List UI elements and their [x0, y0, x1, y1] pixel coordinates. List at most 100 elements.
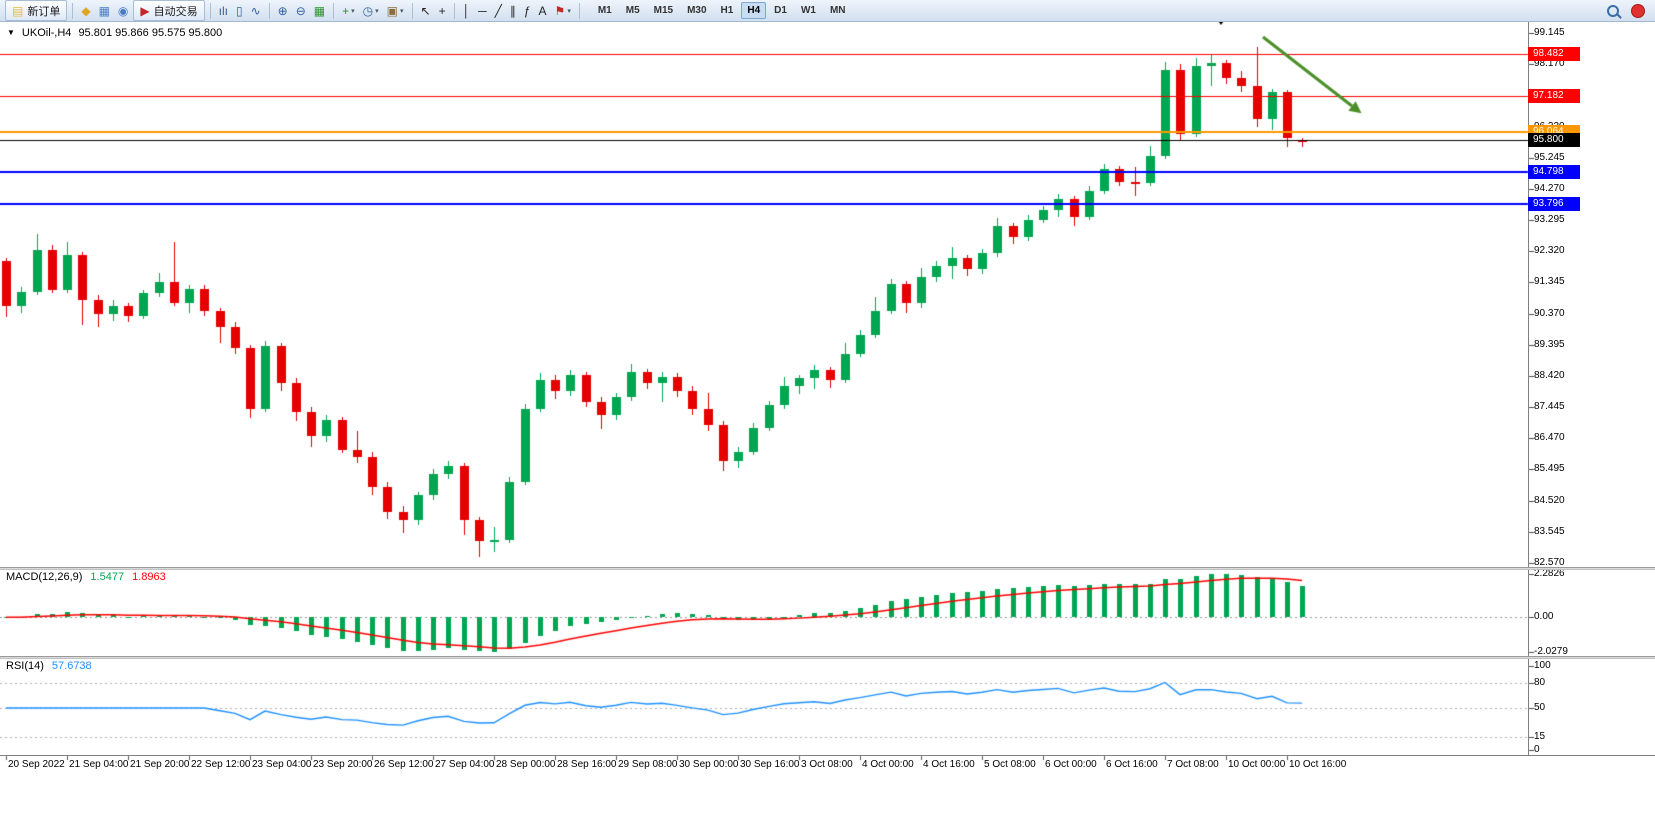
indicators-add-button[interactable]: + ▾ [339, 1, 358, 20]
indicators-add-icon: + [342, 3, 350, 18]
charts-button[interactable]: ▦ [96, 1, 113, 20]
time-axis-label: 6 Oct 00:00 [1045, 759, 1097, 770]
price-axis-label: 86.470 [1534, 432, 1565, 443]
crosshair-icon: + [438, 3, 446, 18]
price-level-box: 98.482 [1528, 47, 1580, 61]
rsi-axis-label: 80 [1534, 677, 1546, 688]
rsi-axis-label: 0 [1534, 744, 1540, 755]
time-axis-label: 5 Oct 08:00 [984, 759, 1036, 770]
price-axis-label: 87.445 [1534, 401, 1565, 412]
time-axis-label: 30 Sep 16:00 [740, 759, 800, 770]
toolbar-separator [209, 2, 211, 19]
zoom-in-button[interactable]: ⊕ [275, 1, 291, 20]
cursor-icon: ↖ [420, 3, 431, 18]
channel-tool-button[interactable]: ∥ [507, 1, 519, 20]
toolbar-separator [411, 2, 413, 19]
bar-chart-mode-icon: ılı [218, 3, 228, 18]
chart-ohlc-values: 95.801 95.866 95.575 95.800 [78, 27, 223, 39]
timeframe-m30-button[interactable]: M30 [687, 5, 707, 16]
timeframe-m5-button[interactable]: M5 [625, 5, 640, 16]
time-axis-label: 20 Sep 2022 [8, 759, 65, 770]
zoom-out-icon: ⊖ [295, 3, 306, 18]
trendline-tool-button[interactable]: ╱ [492, 1, 505, 20]
templates-icon: ▣ [386, 3, 398, 18]
new-order-button[interactable]: ▤ 新订单 [5, 0, 68, 21]
timeframe-m1-button[interactable]: M1 [597, 5, 612, 16]
time-axis-label: 27 Sep 04:00 [435, 759, 495, 770]
timeframe-mn-button[interactable]: MN [829, 5, 846, 16]
line-chart-mode-button[interactable]: ∿ [248, 1, 264, 20]
rsi-name: RSI(14) [6, 660, 44, 672]
timeframe-w1-button[interactable]: W1 [800, 5, 816, 16]
price-axis-label: 92.320 [1534, 245, 1565, 256]
macd-main-value: 1.5477 [90, 571, 125, 583]
main-toolbar: ▤ 新订单 ◆ ▦ ◉ ▶ 自动交易 ılı ▯ ∿ ⊕ ⊖ ▦ + ▾ ◷ ▾ ▣ ▾ ↖ + │ ─ ╱ ∥ ƒ A ⚑ ▾ M1 M5… [0, 0, 1655, 22]
navigator-button[interactable]: ◉ [115, 1, 131, 20]
time-axis-label: 28 Sep 00:00 [496, 759, 556, 770]
macd-axis-label: -2.0279 [1534, 646, 1568, 657]
market-watch-button[interactable]: ◆ [78, 1, 93, 20]
auto-trading-button[interactable]: ▶ 自动交易 [133, 0, 205, 21]
periods-button[interactable]: ◷ ▾ [360, 1, 382, 20]
channel-tool-icon: ∥ [509, 3, 516, 18]
dropdown-caret-icon: ▾ [567, 7, 571, 15]
search-icon[interactable] [1607, 4, 1619, 17]
time-axis-label: 21 Sep 04:00 [69, 759, 129, 770]
crosshair-button[interactable]: + [436, 1, 449, 20]
toolbar-separator [578, 2, 580, 19]
text-tool-button[interactable]: A [536, 1, 550, 20]
price-axis-label: 84.520 [1534, 495, 1565, 506]
templates-button[interactable]: ▣ ▾ [384, 1, 407, 20]
time-axis-label: 7 Oct 08:00 [1167, 759, 1219, 770]
zoom-out-button[interactable]: ⊖ [293, 1, 309, 20]
chart-menu-arrow-icon[interactable]: ▼ [7, 28, 15, 37]
timeframe-d1-button[interactable]: D1 [774, 5, 787, 16]
time-axis-label: 10 Oct 16:00 [1289, 759, 1347, 770]
price-axis-label: 91.345 [1534, 276, 1565, 287]
fibonacci-tool-button[interactable]: ƒ [521, 1, 534, 20]
price-axis-label: 83.545 [1534, 526, 1565, 537]
toolbar-separator [72, 2, 74, 19]
time-axis-label: 10 Oct 00:00 [1228, 759, 1286, 770]
macd-axis-label: 2.2826 [1534, 568, 1565, 579]
chart-symbol-period: UKOil-,H4 [21, 27, 72, 39]
price-axis-label: 89.395 [1534, 339, 1565, 350]
vertical-line-tool-button[interactable]: │ [460, 1, 474, 20]
arrows-tool-button[interactable]: ⚑ ▾ [552, 1, 574, 20]
tile-windows-button[interactable]: ▦ [311, 1, 328, 20]
price-axis-label: 95.245 [1534, 152, 1565, 163]
price-axis-label: 90.370 [1534, 308, 1565, 319]
price-axis-label: 99.145 [1534, 27, 1565, 38]
zoom-in-icon: ⊕ [277, 3, 288, 18]
time-axis-label: 23 Sep 20:00 [313, 759, 373, 770]
time-axis-label: 28 Sep 16:00 [557, 759, 617, 770]
market-watch-icon: ◆ [81, 3, 91, 18]
time-axis-label: 6 Oct 16:00 [1106, 759, 1158, 770]
panel-splitter-main-macd[interactable] [0, 567, 1655, 570]
timeframe-h1-button[interactable]: H1 [720, 5, 734, 16]
price-axis-line [1528, 22, 1529, 755]
horizontal-line-tool-button[interactable]: ─ [475, 1, 490, 20]
trendline-tool-icon: ╱ [494, 3, 502, 18]
timeframe-h4-button[interactable]: H4 [741, 2, 767, 19]
time-axis-label: 22 Sep 12:00 [191, 759, 251, 770]
dropdown-caret-icon: ▾ [375, 7, 379, 15]
candlestick-mode-button[interactable]: ▯ [233, 1, 246, 20]
price-axis-label: 85.495 [1534, 463, 1565, 474]
cursor-button[interactable]: ↖ [418, 1, 434, 20]
panel-splitter-macd-rsi[interactable] [0, 656, 1655, 659]
periods-icon: ◷ [362, 3, 374, 18]
notifications-icon[interactable] [1631, 3, 1645, 18]
dropdown-caret-icon: ▾ [400, 7, 404, 15]
bar-chart-mode-button[interactable]: ılı [216, 1, 231, 20]
arrows-tool-icon: ⚑ [554, 3, 566, 18]
price-axis-label: 98.170 [1534, 58, 1565, 69]
timeframe-m15-button[interactable]: M15 [653, 5, 674, 16]
rsi-axis-label: 15 [1534, 731, 1546, 742]
time-axis-label: 4 Oct 00:00 [862, 759, 914, 770]
time-axis-label: 21 Sep 20:00 [130, 759, 190, 770]
macd-axis-label: 0.00 [1534, 611, 1554, 622]
new-order-icon: ▤ [12, 3, 24, 18]
time-axis-label: 26 Sep 12:00 [374, 759, 434, 770]
